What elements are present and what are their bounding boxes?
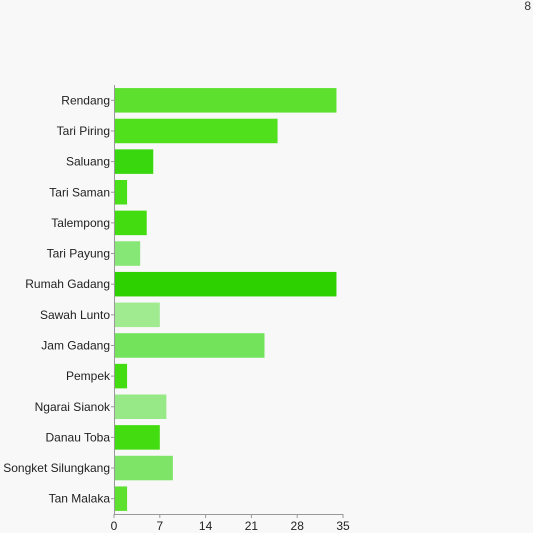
category-label-jam-gadang: Jam Gadang <box>41 338 110 352</box>
bar-pempek <box>114 363 128 389</box>
bar-rumah-gadang <box>114 271 337 297</box>
category-label-sawah-lunto: Sawah Lunto <box>40 308 110 322</box>
bar-rendang <box>114 88 337 113</box>
category-label-songket-silungkang: Songket Silungkang <box>3 461 110 475</box>
category-label-tan-malaka: Tan Malaka <box>49 492 111 506</box>
bar-tari-payung <box>114 241 141 266</box>
category-label-tari-saman: Tari Saman <box>49 185 110 199</box>
category-label-rendang: Rendang <box>61 93 110 107</box>
category-label-danau-toba: Danau Toba <box>46 430 111 444</box>
x-tick-label: 21 <box>245 519 259 533</box>
x-tick-label: 7 <box>156 519 163 533</box>
bar-talempong <box>114 210 147 236</box>
category-label-ngarai-sianok: Ngarai Sianok <box>35 400 111 414</box>
bar-sawah-lunto <box>114 302 160 328</box>
bar-songket-silungkang <box>114 455 173 481</box>
x-tick-label: 14 <box>199 519 213 533</box>
category-label-tari-piring: Tari Piring <box>57 124 110 138</box>
corner-label: 8 <box>524 0 531 13</box>
category-label-pempek: Pempek <box>66 369 111 383</box>
x-axis: 0 7 14 21 28 35 <box>111 514 350 533</box>
bar-ngarai-sianok <box>114 394 167 420</box>
x-tick-label: 0 <box>111 519 118 533</box>
x-tick-label: 28 <box>291 519 305 533</box>
category-label-tari-payung: Tari Payung <box>47 247 110 261</box>
y-axis <box>111 85 115 514</box>
bars-group <box>114 88 337 511</box>
bar-tan-malaka <box>114 486 128 511</box>
category-label-rumah-gadang: Rumah Gadang <box>25 277 110 291</box>
bar-tari-saman <box>114 179 128 205</box>
bar-danau-toba <box>114 425 160 450</box>
bar-saluang <box>114 149 154 174</box>
bar-tari-piring <box>114 118 278 144</box>
category-label-talempong: Talempong <box>51 216 110 230</box>
category-label-saluang: Saluang <box>66 155 110 169</box>
x-tick-label: 35 <box>336 519 350 533</box>
bar-jam-gadang <box>114 333 265 358</box>
category-labels-group: Rendang Tari Piring Saluang Tari Saman Talem… <box>3 93 111 505</box>
